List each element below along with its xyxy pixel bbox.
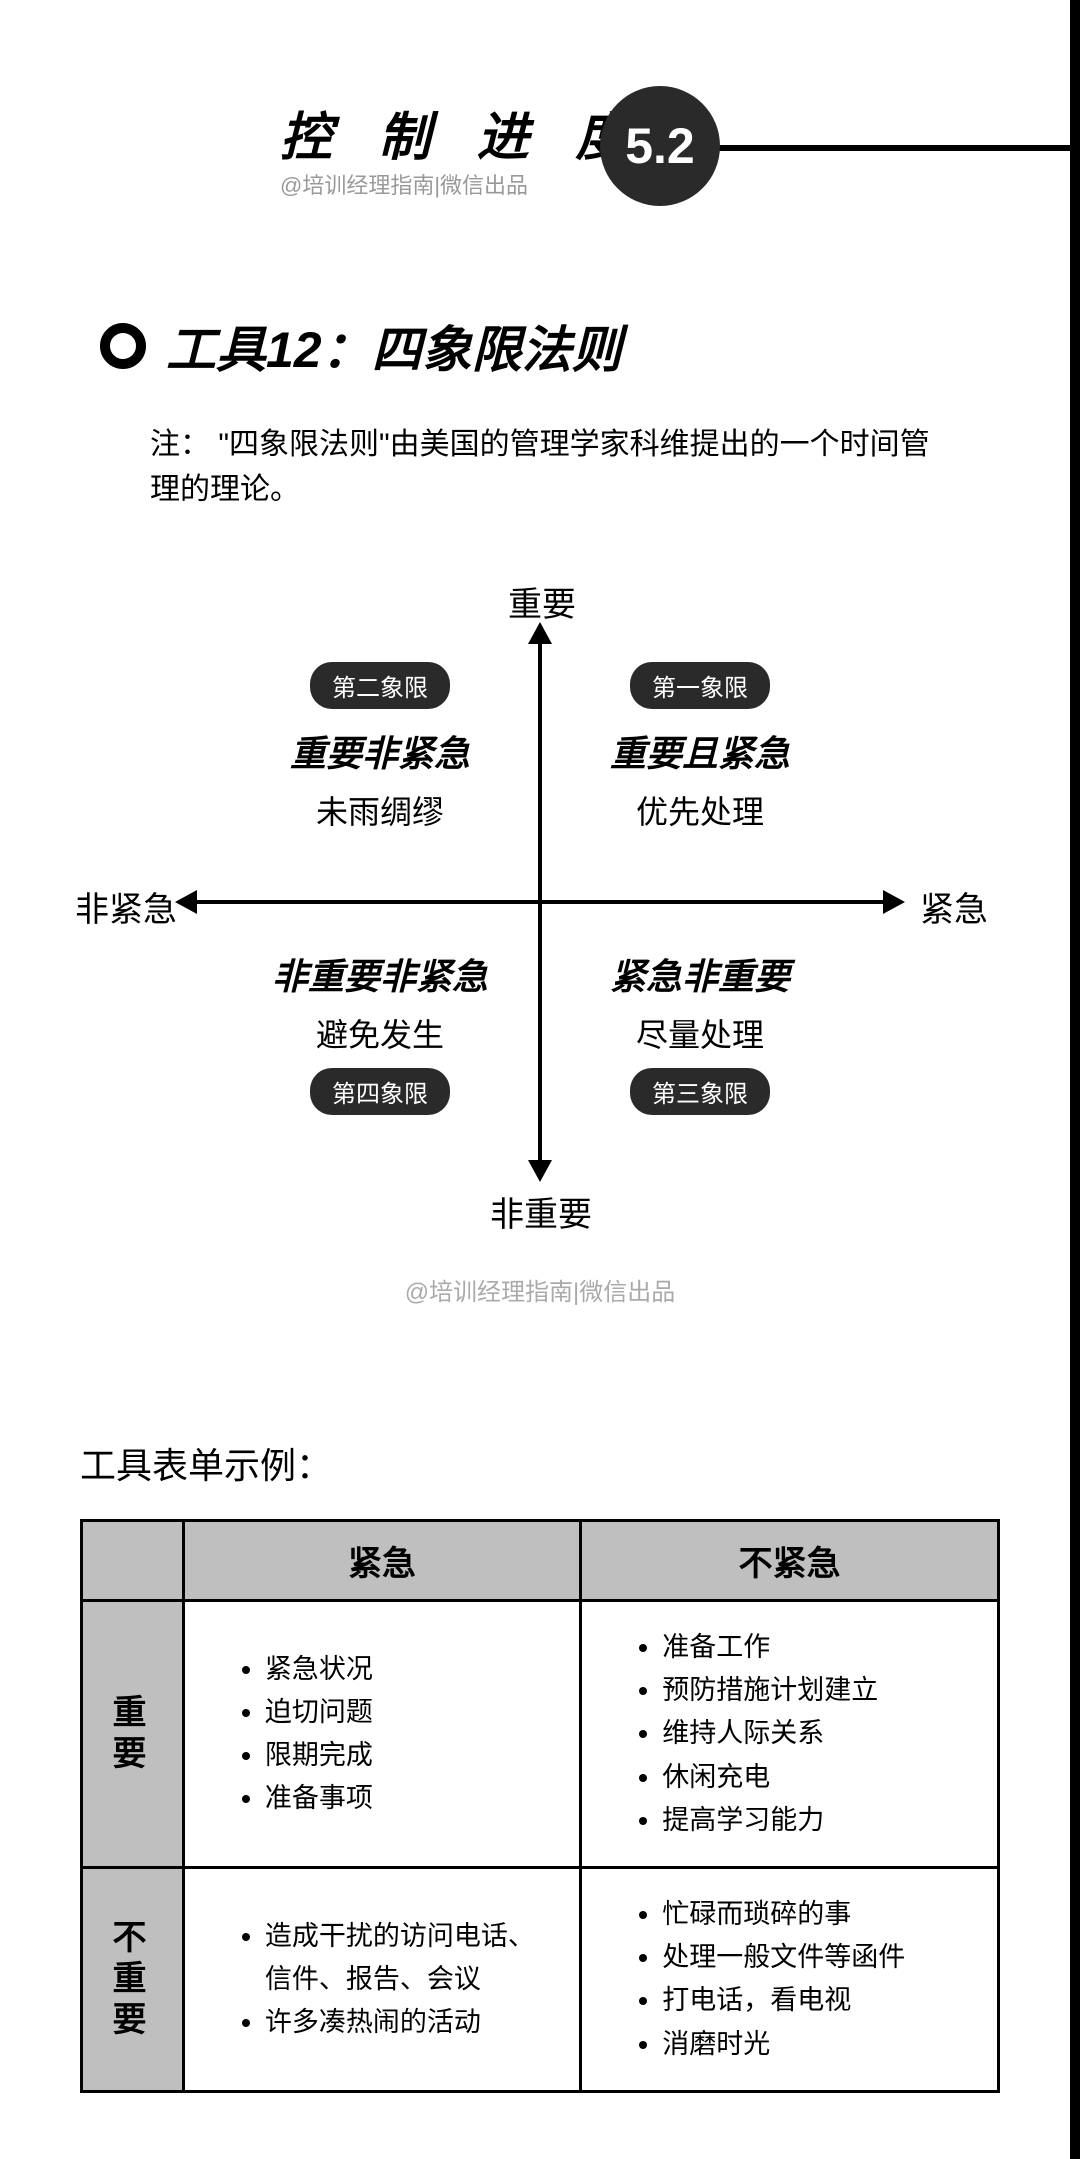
quadrant-table: 紧急 不紧急 重要 紧急状况迫切问题限期完成准备事项 准备工作预防措施计划建立维… xyxy=(80,1519,1000,2093)
cell-important-not-urgent: 准备工作预防措施计划建立维持人际关系休闲充电提高学习能力 xyxy=(581,1601,999,1868)
list-item: 处理一般文件等函件 xyxy=(662,1936,977,1979)
quadrant-1-sub: 优先处理 xyxy=(570,787,830,833)
arrow-down-icon xyxy=(528,1160,552,1182)
quadrant-1-pill: 第一象限 xyxy=(630,662,770,709)
list-item: 打电话，看电视 xyxy=(662,1979,977,2022)
col-header-urgent: 紧急 xyxy=(183,1521,580,1601)
section-note: 注： "四象限法则"由美国的管理学家科维提出的一个时间管理的理论。 xyxy=(150,422,930,512)
quadrant-4-pill: 第四象限 xyxy=(310,1068,450,1115)
quadrant-3: 紧急非重要 尽量处理 第三象限 xyxy=(570,932,830,1115)
axis-label-top: 重要 xyxy=(508,577,576,626)
table-heading: 工具表单示例： xyxy=(80,1437,1000,1489)
cell-not-important-not-urgent: 忙碌而琐碎的事处理一般文件等函件打电话，看电视消磨时光 xyxy=(581,1867,999,2091)
page-right-border xyxy=(1070,0,1080,2159)
arrow-left-icon xyxy=(175,890,197,914)
section-heading: 工具12：四象限法则 xyxy=(100,310,1080,382)
quadrant-diagram: 重要 非重要 非紧急 紧急 第二象限 重要非紧急 未雨绸缪 第一象限 重要且紧急… xyxy=(90,582,990,1222)
axis-label-bottom: 非重要 xyxy=(490,1187,592,1236)
list-item: 忙碌而琐碎的事 xyxy=(662,1893,977,1936)
list-item: 准备事项 xyxy=(265,1777,559,1820)
page-header: 控 制 进 度 @培训经理指南|微信出品 5.2 xyxy=(0,0,1080,230)
quadrant-4-title: 非重要非紧急 xyxy=(250,948,510,1000)
quadrant-2-title: 重要非紧急 xyxy=(250,725,510,777)
table-section: 工具表单示例： 紧急 不紧急 重要 紧急状况迫切问题限期完成准备事项 准备工作预… xyxy=(80,1437,1000,2093)
quadrant-3-sub: 尽量处理 xyxy=(570,1010,830,1056)
axis-label-left: 非紧急 xyxy=(75,882,177,931)
list-item: 限期完成 xyxy=(265,1734,559,1777)
quadrant-4: 非重要非紧急 避免发生 第四象限 xyxy=(250,932,510,1115)
quadrant-2-pill: 第二象限 xyxy=(310,662,450,709)
quadrant-3-title: 紧急非重要 xyxy=(570,948,830,1000)
quadrant-4-sub: 避免发生 xyxy=(250,1010,510,1056)
section-number-badge: 5.2 xyxy=(600,86,720,206)
arrow-right-icon xyxy=(883,890,905,914)
horizontal-axis xyxy=(190,900,890,904)
quadrant-2-sub: 未雨绸缪 xyxy=(250,787,510,833)
row-header-not-important: 不重要 xyxy=(82,1867,184,2091)
table-corner-cell xyxy=(82,1521,184,1601)
bullet-circle-icon xyxy=(100,323,146,369)
list-item: 预防措施计划建立 xyxy=(662,1669,977,1712)
watermark-text: @培训经理指南|微信出品 xyxy=(0,1272,1080,1307)
quadrant-1: 第一象限 重要且紧急 优先处理 xyxy=(570,662,830,833)
quadrant-3-pill: 第三象限 xyxy=(630,1068,770,1115)
list-item: 休闲充电 xyxy=(662,1756,977,1799)
header-subtitle: @培训经理指南|微信出品 xyxy=(280,168,528,200)
list-item: 维持人际关系 xyxy=(662,1712,977,1755)
header-title: 控 制 进 度 xyxy=(280,95,643,170)
list-item: 准备工作 xyxy=(662,1626,977,1669)
quadrant-1-title: 重要且紧急 xyxy=(570,725,830,777)
cell-not-important-urgent: 造成干扰的访问电话、信件、报告、会议许多凑热闹的活动 xyxy=(183,1867,580,2091)
quadrant-2: 第二象限 重要非紧急 未雨绸缪 xyxy=(250,662,510,833)
list-item: 紧急状况 xyxy=(265,1648,559,1691)
cell-important-urgent: 紧急状况迫切问题限期完成准备事项 xyxy=(183,1601,580,1868)
col-header-not-urgent: 不紧急 xyxy=(581,1521,999,1601)
list-item: 造成干扰的访问电话、信件、报告、会议 xyxy=(265,1915,559,2001)
list-item: 提高学习能力 xyxy=(662,1799,977,1842)
list-item: 许多凑热闹的活动 xyxy=(265,2001,559,2044)
list-item: 消磨时光 xyxy=(662,2023,977,2066)
list-item: 迫切问题 xyxy=(265,1691,559,1734)
axis-label-right: 紧急 xyxy=(920,882,988,931)
section-title: 工具12：四象限法则 xyxy=(166,310,622,382)
row-header-important: 重要 xyxy=(82,1601,184,1868)
